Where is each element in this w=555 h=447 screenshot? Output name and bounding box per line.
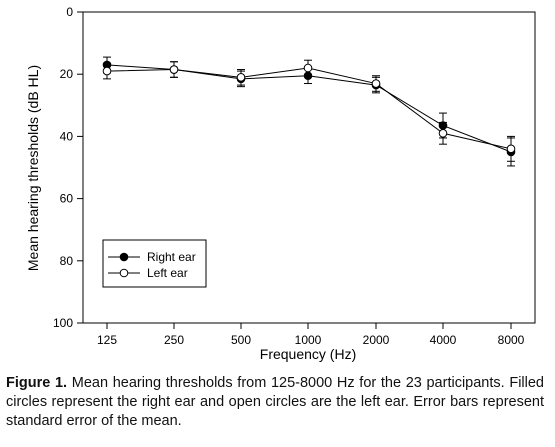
- legend-marker-open: [119, 268, 129, 278]
- x-tick-label: 8000: [498, 333, 525, 347]
- chart: 0 20 40 60 80 100 125 250 500 1000 2000 4000 8000 Rig…: [25, 5, 536, 362]
- x-tick-label: 1000: [295, 333, 322, 347]
- x-tick-label: 500: [231, 333, 251, 347]
- x-tick-label: 125: [97, 333, 117, 347]
- x-tick-label: 2000: [363, 333, 390, 347]
- y-tick-label: 80: [60, 254, 74, 268]
- legend-label: Left ear: [147, 266, 188, 280]
- data-point-left-ear: [371, 79, 381, 88]
- y-tick-label: 20: [60, 67, 74, 81]
- data-point-left-ear: [102, 66, 112, 76]
- data-point-right-ear: [438, 121, 448, 130]
- legend-label: Right ear: [147, 250, 196, 264]
- data-point-left-ear: [303, 63, 313, 73]
- series-line-left-ear: [106, 67, 512, 150]
- data-point-left-ear: [438, 128, 448, 138]
- caption-text: Mean hearing thresholds from 125-8000 Hz…: [6, 375, 544, 429]
- data-point-left-ear: [169, 65, 179, 74]
- legend-marker-filled: [119, 252, 129, 262]
- data-point-left-ear: [236, 73, 246, 82]
- figure-caption: Figure 1. Mean hearing thresholds from 1…: [6, 374, 544, 431]
- y-tick-label: 40: [60, 129, 74, 143]
- figure-label: Figure 1.: [6, 375, 68, 391]
- x-axis-title: Frequency (Hz): [260, 346, 356, 362]
- y-axis-title: Mean hearing thresholds (dB HL): [25, 65, 41, 271]
- x-tick-label: 4000: [430, 333, 457, 347]
- y-tick-label: 0: [66, 5, 73, 19]
- y-tick-label: 60: [60, 192, 74, 206]
- plot-frame: [82, 11, 536, 324]
- data-point-right-ear: [303, 71, 313, 81]
- data-point-left-ear: [506, 144, 516, 154]
- legend-box: [102, 239, 207, 288]
- x-tick-label: 250: [164, 333, 184, 347]
- y-tick-label: 100: [53, 316, 73, 330]
